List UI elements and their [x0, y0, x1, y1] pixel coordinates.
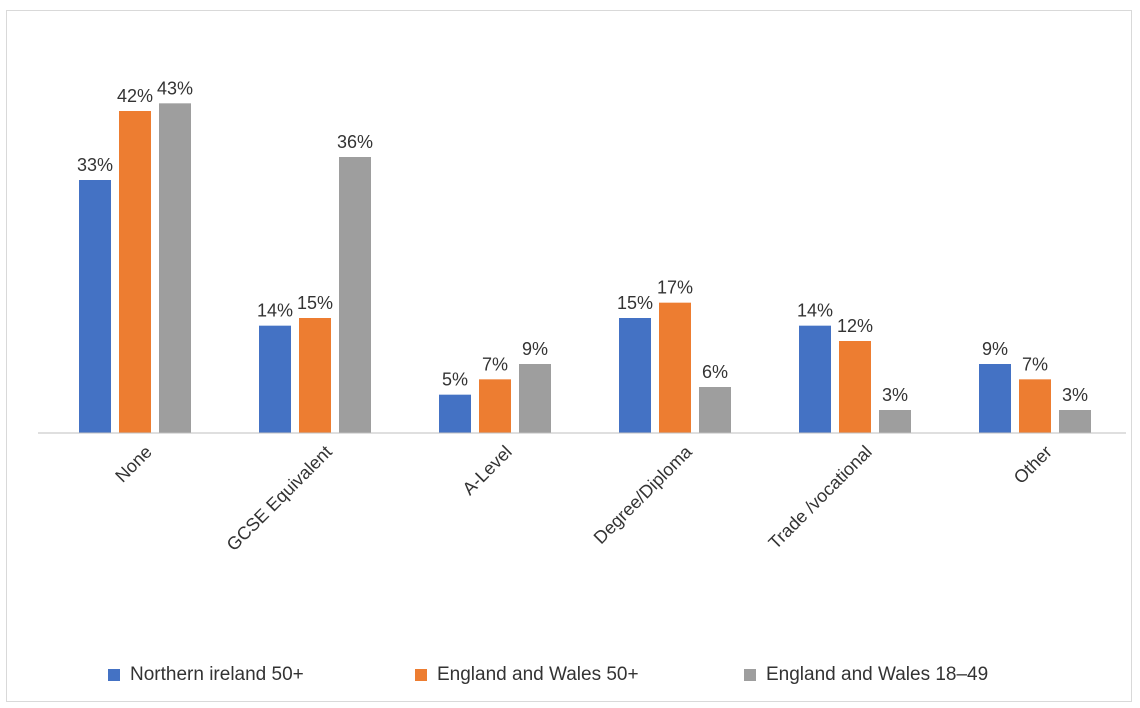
- data-label-4-1: 12%: [837, 316, 873, 336]
- category-label-2: A-Level: [459, 442, 516, 499]
- legend-item-england-wales-18-49: England and Wales 18–49: [744, 664, 988, 686]
- data-label-0-0: 33%: [77, 155, 113, 175]
- bar-1-1: [299, 318, 331, 433]
- data-label-5-1: 7%: [1022, 354, 1048, 374]
- bar-4-2: [879, 410, 911, 433]
- bar-3-1: [659, 302, 691, 433]
- chart-frame: [6, 10, 1132, 702]
- legend-label-northern-ireland-50: Northern ireland 50+: [130, 664, 304, 685]
- bar-0-0: [79, 180, 111, 433]
- data-label-1-2: 36%: [337, 132, 373, 152]
- data-label-2-0: 5%: [442, 370, 468, 390]
- data-label-2-1: 7%: [482, 354, 508, 374]
- bar-1-0: [259, 325, 291, 433]
- category-label-1: GCSE Equivalent: [223, 442, 336, 555]
- bar-5-0: [979, 364, 1011, 433]
- legend-item-england-wales-50: England and Wales 50+: [415, 664, 639, 686]
- legend-label-england-wales-50: England and Wales 50+: [437, 664, 639, 685]
- data-label-1-0: 14%: [257, 301, 293, 321]
- bar-5-2: [1059, 410, 1091, 433]
- data-label-1-1: 15%: [297, 293, 333, 313]
- category-label-4: Trade /vocational: [765, 442, 876, 553]
- data-label-5-2: 3%: [1062, 385, 1088, 405]
- category-label-5: Other: [1010, 442, 1056, 488]
- bar-0-2: [159, 103, 191, 433]
- data-label-0-2: 43%: [157, 78, 193, 98]
- category-label-3: Degree/Diploma: [590, 441, 697, 548]
- data-label-4-2: 3%: [882, 385, 908, 405]
- legend-swatch-england-wales-50: [415, 669, 427, 681]
- legend: Northern ireland 50+ England and Wales 5…: [0, 664, 1140, 688]
- category-label-0: None: [111, 442, 156, 487]
- bar-3-0: [619, 318, 651, 433]
- data-label-4-0: 14%: [797, 301, 833, 321]
- data-label-5-0: 9%: [982, 339, 1008, 359]
- data-label-3-0: 15%: [617, 293, 653, 313]
- data-label-0-1: 42%: [117, 86, 153, 106]
- bar-2-1: [479, 379, 511, 433]
- bar-4-0: [799, 325, 831, 433]
- bar-1-2: [339, 157, 371, 433]
- bar-2-2: [519, 364, 551, 433]
- data-label-3-1: 17%: [657, 278, 693, 298]
- bar-4-1: [839, 341, 871, 433]
- data-label-2-2: 9%: [522, 339, 548, 359]
- bar-5-1: [1019, 379, 1051, 433]
- legend-item-northern-ireland-50: Northern ireland 50+: [108, 664, 304, 686]
- legend-swatch-england-wales-18-49: [744, 669, 756, 681]
- legend-label-england-wales-18-49: England and Wales 18–49: [766, 664, 989, 685]
- data-label-3-2: 6%: [702, 362, 728, 382]
- bar-2-0: [439, 394, 471, 433]
- bar-0-1: [119, 111, 151, 433]
- bar-3-2: [699, 387, 731, 433]
- legend-swatch-northern-ireland-50: [108, 669, 120, 681]
